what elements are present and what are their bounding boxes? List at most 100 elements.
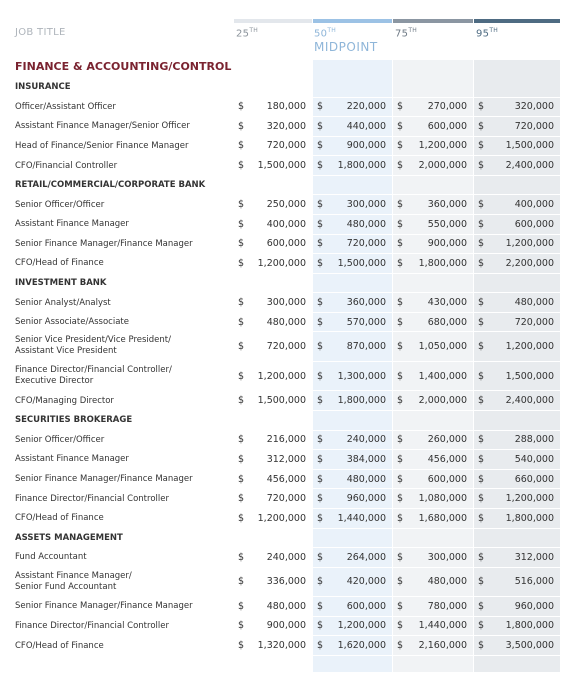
p75-header: 75TH xyxy=(395,27,418,40)
salary-value: 456,000 xyxy=(427,453,467,465)
salary-value: 550,000 xyxy=(427,218,467,230)
salary-value: 960,000 xyxy=(514,600,554,612)
currency-symbol: $ xyxy=(397,640,404,652)
currency-symbol: $ xyxy=(317,140,324,152)
salary-value: 1,500,000 xyxy=(257,160,306,172)
salary-cell: $420,000 xyxy=(313,576,392,588)
job-title: Finance Director/Financial Controller/Ex… xyxy=(15,365,172,387)
currency-symbol: $ xyxy=(397,434,404,446)
salary-cell: $1,200,000 xyxy=(474,238,560,250)
salary-cell: $3,500,000 xyxy=(474,640,560,652)
currency-symbol: $ xyxy=(238,316,245,328)
salary-cell: $1,500,000 xyxy=(313,258,392,270)
salary-value: 250,000 xyxy=(266,199,306,211)
salary-cell: $2,400,000 xyxy=(474,395,560,407)
currency-symbol: $ xyxy=(238,341,245,353)
currency-symbol: $ xyxy=(478,640,485,652)
currency-symbol: $ xyxy=(317,238,324,250)
currency-symbol: $ xyxy=(397,576,404,588)
table-row: CFO/Head of Finance $1,200,000 $1,440,000 $… xyxy=(0,509,576,529)
currency-symbol: $ xyxy=(238,620,245,632)
salary-cell: $570,000 xyxy=(313,317,392,329)
salary-value: 312,000 xyxy=(266,453,306,465)
table-row: CFO/Financial Controller $1,500,000 $1,800… xyxy=(0,156,576,176)
currency-symbol: $ xyxy=(478,395,485,407)
subsection-row: RETAIL/COMMERCIAL/CORPORATE BANK xyxy=(0,176,576,196)
currency-symbol: $ xyxy=(478,218,485,230)
salary-cell: $1,320,000 xyxy=(234,640,312,652)
currency-symbol: $ xyxy=(238,434,245,446)
currency-symbol: $ xyxy=(397,140,404,152)
currency-symbol: $ xyxy=(397,600,404,612)
salary-cell: $430,000 xyxy=(393,297,473,309)
salary-cell: $1,620,000 xyxy=(313,640,392,652)
currency-symbol: $ xyxy=(238,160,245,172)
currency-symbol: $ xyxy=(397,257,404,269)
row-divider xyxy=(234,596,564,598)
currency-symbol: $ xyxy=(478,551,485,563)
table-header: JOB TITLE 25TH 50TH MIDPOINT 75TH 95TH xyxy=(0,0,576,60)
salary-cell: $336,000 xyxy=(234,576,312,588)
salary-cell: $2,200,000 xyxy=(474,258,560,270)
salary-value: 2,400,000 xyxy=(505,160,554,172)
salary-value: 264,000 xyxy=(346,551,386,563)
currency-symbol: $ xyxy=(397,238,404,250)
currency-symbol: $ xyxy=(397,395,404,407)
currency-symbol: $ xyxy=(238,576,245,588)
salary-cell: $1,800,000 xyxy=(313,395,392,407)
salary-cell: $1,200,000 xyxy=(474,493,560,505)
salary-value: 216,000 xyxy=(266,434,306,446)
row-divider xyxy=(234,233,564,235)
salary-value: 516,000 xyxy=(514,576,554,588)
salary-cell: $960,000 xyxy=(313,493,392,505)
currency-symbol: $ xyxy=(238,238,245,250)
subsection-title: SECURITIES BROKERAGE xyxy=(15,415,133,426)
job-title-line-1: Senior Vice President/Vice President/ xyxy=(15,335,171,346)
salary-value: 360,000 xyxy=(427,199,467,211)
salary-value: 1,200,000 xyxy=(257,512,306,524)
job-title: Senior Finance Manager/Finance Manager xyxy=(15,238,193,249)
salary-value: 300,000 xyxy=(266,297,306,309)
salary-value: 1,200,000 xyxy=(257,257,306,269)
salary-cell: $1,500,000 xyxy=(474,371,560,383)
salary-value: 480,000 xyxy=(427,576,467,588)
salary-value: 960,000 xyxy=(346,493,386,505)
salary-value: 1,080,000 xyxy=(418,493,467,505)
row-divider xyxy=(234,135,564,137)
col-bg-75 xyxy=(393,60,473,672)
job-title-line-1: Finance Director/Financial Controller/ xyxy=(15,364,172,375)
job-title: Senior Associate/Associate xyxy=(15,317,129,328)
salary-value: 720,000 xyxy=(266,341,306,353)
salary-cell: $600,000 xyxy=(393,474,473,486)
job-title: CFO/Head of Finance xyxy=(15,258,104,269)
salary-cell: $180,000 xyxy=(234,101,312,113)
salary-cell: $1,200,000 xyxy=(474,341,560,353)
currency-symbol: $ xyxy=(478,576,485,588)
currency-symbol: $ xyxy=(317,473,324,485)
currency-symbol: $ xyxy=(238,257,245,269)
salary-cell: $384,000 xyxy=(313,454,392,466)
salary-value: 1,320,000 xyxy=(257,640,306,652)
salary-cell: $900,000 xyxy=(393,238,473,250)
currency-symbol: $ xyxy=(238,493,245,505)
currency-symbol: $ xyxy=(397,316,404,328)
currency-symbol: $ xyxy=(317,297,324,309)
salary-value: 2,200,000 xyxy=(505,257,554,269)
currency-symbol: $ xyxy=(397,218,404,230)
salary-cell: $600,000 xyxy=(313,601,392,613)
currency-symbol: $ xyxy=(238,218,245,230)
table-row: Senior Finance Manager/Finance Manager $6… xyxy=(0,235,576,255)
currency-symbol: $ xyxy=(397,453,404,465)
currency-symbol: $ xyxy=(397,160,404,172)
row-divider xyxy=(234,331,564,333)
salary-value: 1,200,000 xyxy=(337,620,386,632)
job-title-line-2: Executive Director xyxy=(15,375,94,386)
job-title: Officer/Assistant Officer xyxy=(15,101,116,112)
salary-cell: $1,800,000 xyxy=(313,160,392,172)
salary-value: 660,000 xyxy=(514,473,554,485)
salary-cell: $2,160,000 xyxy=(393,640,473,652)
row-divider xyxy=(234,360,564,362)
salary-cell: $300,000 xyxy=(393,552,473,564)
row-divider xyxy=(234,311,564,313)
salary-cell: $1,500,000 xyxy=(234,395,312,407)
